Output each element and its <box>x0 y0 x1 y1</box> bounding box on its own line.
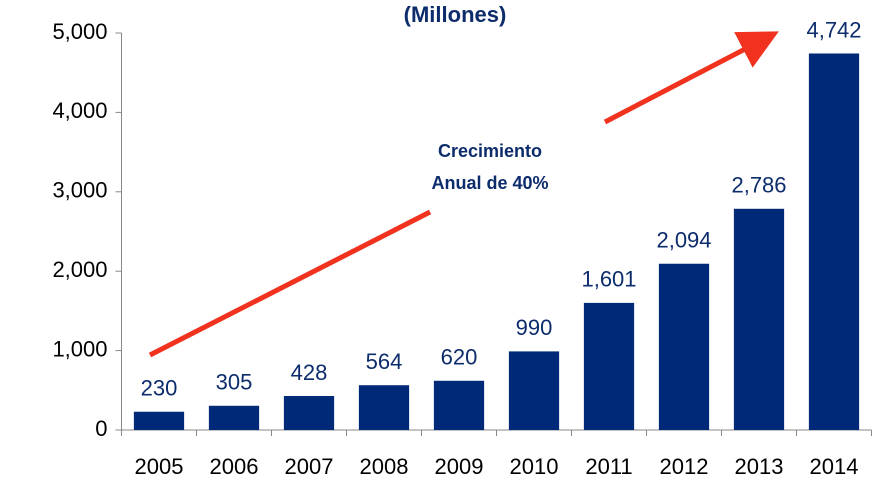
bar <box>508 351 560 430</box>
value-label: 230 <box>141 376 178 401</box>
value-label: 305 <box>216 370 253 395</box>
y-tick-label: 1,000 <box>52 336 107 361</box>
y-tick-label: 2,000 <box>52 257 107 282</box>
value-label: 564 <box>366 349 403 374</box>
y-tick-label: 5,000 <box>52 19 107 44</box>
value-label: 1,601 <box>581 267 636 292</box>
bar <box>808 53 860 430</box>
bar <box>133 411 185 430</box>
value-label: 2,786 <box>731 173 786 198</box>
x-tick-label: 2008 <box>360 454 409 479</box>
bar <box>208 405 260 430</box>
arrow <box>148 209 432 358</box>
annotation: Anual de 40% <box>431 173 548 193</box>
x-tick-label: 2012 <box>660 454 709 479</box>
x-tick-label: 2009 <box>435 454 484 479</box>
value-label: 4,742 <box>806 17 861 42</box>
y-tick-label: 3,000 <box>52 178 107 203</box>
arrow-head <box>603 31 779 125</box>
bar <box>733 208 785 430</box>
x-tick-label: 2005 <box>135 454 184 479</box>
bar <box>358 385 410 430</box>
x-tick-label: 2011 <box>585 454 632 479</box>
value-label: 620 <box>441 345 478 370</box>
value-label: 2,094 <box>656 228 711 253</box>
value-label: 990 <box>516 315 553 340</box>
x-tick-label: 2014 <box>810 454 859 479</box>
y-tick-label: 4,000 <box>52 98 107 123</box>
bar <box>583 302 635 430</box>
x-tick-label: 2006 <box>210 454 259 479</box>
bar <box>658 263 710 430</box>
bar <box>433 380 485 430</box>
value-label: 428 <box>291 360 328 385</box>
x-tick-label: 2013 <box>735 454 784 479</box>
bar <box>283 396 335 430</box>
x-tick-label: 2010 <box>510 454 559 479</box>
x-tick-label: 2007 <box>285 454 334 479</box>
y-tick-label: 0 <box>95 416 107 441</box>
chart-title: (Millones) <box>404 2 507 27</box>
annotation: Crecimiento <box>438 141 542 161</box>
